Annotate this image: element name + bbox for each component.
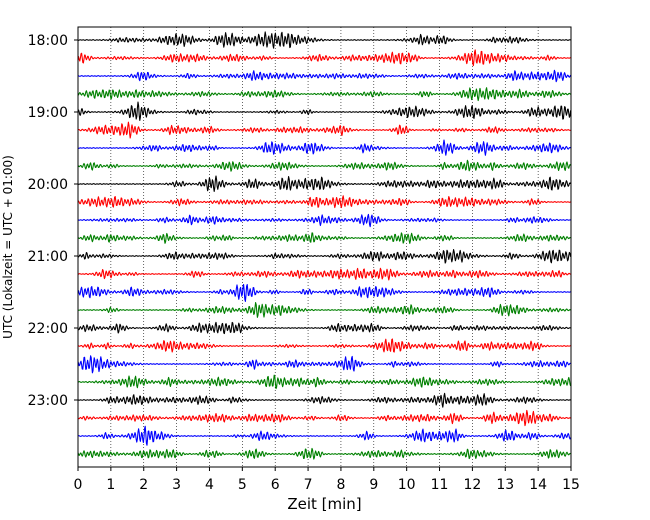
seismic-traces — [77, 31, 572, 460]
y-tick-label: 19:00 — [28, 105, 68, 121]
y-tick-label: 22:00 — [28, 321, 68, 337]
seismic-trace — [77, 302, 571, 318]
seismic-trace — [77, 101, 572, 121]
seismic-trace — [77, 267, 571, 281]
seismic-trace — [77, 232, 571, 244]
seismic-trace — [77, 213, 571, 228]
x-tick-label: 7 — [304, 477, 313, 493]
x-tick-label: 14 — [529, 477, 547, 493]
seismic-trace — [77, 159, 572, 172]
seismic-trace — [77, 321, 571, 335]
x-tick-label: 0 — [74, 477, 83, 493]
y-tick-label: 20:00 — [28, 177, 68, 193]
seismic-trace — [77, 139, 571, 156]
seismic-trace — [77, 49, 571, 67]
seismic-trace — [77, 87, 571, 102]
x-tick-label: 6 — [271, 477, 280, 493]
y-tick-label: 18:00 — [28, 33, 68, 49]
seismic-trace — [77, 249, 572, 264]
seismic-trace — [77, 392, 571, 408]
x-tick-label: 4 — [205, 477, 214, 493]
x-tick-label: 11 — [431, 477, 449, 493]
x-axis: 0 1 2 3 4 5 6 7 8 9 10 11 12 13 14 15 — [74, 467, 580, 493]
x-tick-label: 8 — [336, 477, 345, 493]
seismic-trace — [77, 195, 571, 209]
x-tick-label: 2 — [139, 477, 148, 493]
x-tick-label: 1 — [106, 477, 115, 493]
x-tick-label: 15 — [562, 477, 580, 493]
y-axis: 18:00 19:00 20:00 21:00 22:00 23:00 — [28, 33, 78, 409]
x-tick-label: 12 — [463, 477, 481, 493]
x-tick-label: 5 — [238, 477, 247, 493]
y-tick-label: 23:00 — [28, 393, 68, 409]
seismic-trace — [77, 374, 572, 390]
x-tick-label: 3 — [172, 477, 181, 493]
seismic-trace — [77, 338, 571, 353]
seismic-trace — [77, 121, 571, 139]
x-tick-label: 10 — [398, 477, 416, 493]
seismic-trace — [77, 283, 571, 302]
seismic-trace — [77, 175, 572, 193]
x-tick-label: 9 — [369, 477, 378, 493]
seismic-trace — [77, 31, 571, 49]
grid-lines — [110, 27, 539, 467]
x-axis-label: Zeit [min] — [287, 495, 361, 513]
x-tick-label: 13 — [496, 477, 514, 493]
seismic-trace — [77, 447, 571, 460]
seismic-trace — [77, 355, 571, 374]
seismic-trace — [77, 425, 572, 446]
y-tick-label: 21:00 — [28, 249, 68, 265]
seismic-trace — [77, 409, 571, 427]
plot-frame — [77, 26, 572, 468]
y-axis-label: UTC (Lokalzeit = UTC + 01:00) — [1, 155, 15, 339]
seismic-trace — [77, 69, 572, 83]
